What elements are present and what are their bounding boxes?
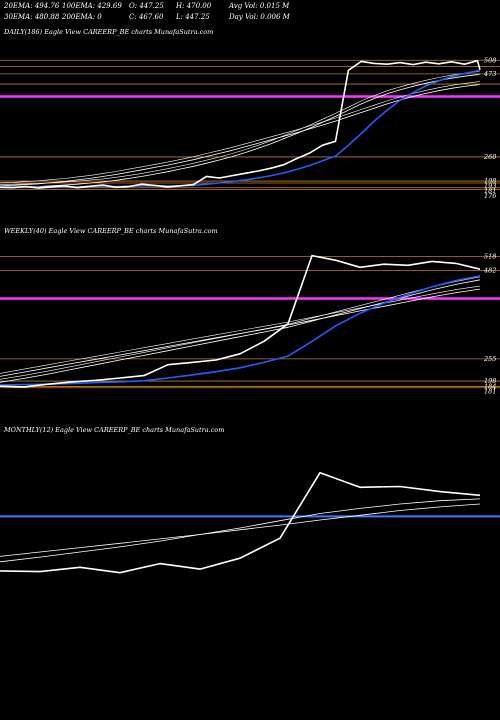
daily-panel-title: DAILY(186) Eagle View CAREERP_BE charts …	[4, 28, 214, 36]
monthly-panel-title: MONTHLY(12) Eagle View CAREERP_BE charts…	[4, 426, 225, 434]
ema30-label: 30EMA: 480.88	[4, 13, 60, 21]
tick-label-3: 255	[483, 355, 496, 363]
series-band-line-4	[0, 285, 481, 374]
series-line-1	[0, 59, 481, 189]
open-label: O: 447.25	[129, 2, 164, 10]
series-line-2	[0, 275, 481, 386]
ema100-label: 100EMA: 429.69	[62, 2, 122, 10]
series-line-1	[0, 471, 481, 574]
tick-label-2: 473	[483, 70, 496, 78]
tick-label-5: 193	[484, 182, 496, 190]
indicator-row-2: 30EMA: 480.88 200EMA: 0 C: 467.60 L: 447…	[4, 13, 496, 23]
tick-label-5: 184	[484, 383, 496, 391]
low-label: L: 447.25	[176, 13, 210, 21]
tick-label-6: 181	[484, 388, 496, 396]
series-line-3	[0, 503, 481, 557]
day-vol-label: Day Vol: 0.006 M	[229, 13, 290, 21]
series-band-line-3	[0, 70, 481, 185]
tick-label-4: 198	[484, 377, 496, 385]
tick-label-3: 260	[483, 153, 496, 161]
series-line-1	[0, 254, 481, 388]
high-label: H: 470.00	[176, 2, 212, 10]
tick-label-2: 482	[483, 266, 496, 274]
tick-label-6: 181	[484, 187, 496, 195]
tick-label-4: 198	[484, 177, 496, 185]
ema20-label: 20EMA: 494.76	[4, 2, 60, 10]
series-line-2	[0, 498, 481, 563]
ema200-label: 200EMA: 0	[62, 13, 102, 21]
close-label: C: 467.60	[129, 13, 164, 21]
indicator-row-1: 20EMA: 494.76 100EMA: 429.69 O: 447.25 H…	[4, 2, 496, 12]
tick-label-1: 508	[484, 56, 496, 64]
weekly-panel-title: WEEKLY(40) Eagle View CAREERP_BE charts …	[4, 227, 218, 235]
series-line-4	[0, 288, 481, 377]
tick-label-1: 518	[484, 252, 496, 260]
series-band-line-3	[0, 276, 481, 380]
series-line-4	[0, 83, 481, 187]
series-line-3	[0, 73, 481, 189]
tick-label-7: 176	[484, 192, 496, 200]
avg-vol-label: Avg Vol: 0.015 M	[229, 2, 290, 10]
